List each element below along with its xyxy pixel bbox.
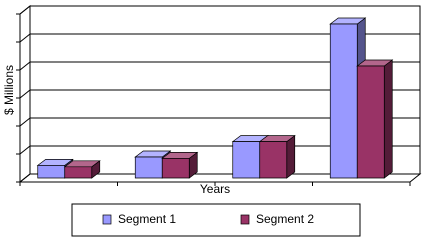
bar-face (134, 156, 163, 179)
bar-face (356, 65, 385, 179)
legend-swatch (102, 214, 112, 225)
bar (258, 134, 296, 179)
bar-face (259, 141, 288, 179)
bar-face (232, 141, 261, 179)
bar-face (383, 59, 393, 179)
bar-face (161, 158, 190, 179)
bar (161, 151, 199, 179)
y-axis-label: $ Millions (2, 65, 16, 115)
grid-line (19, 5, 420, 15)
grid-line (19, 33, 420, 43)
grid-line (19, 89, 420, 99)
legend-swatch (240, 214, 250, 225)
legend-label: Segment 2 (256, 212, 314, 226)
bar (356, 59, 394, 179)
bar-face (329, 23, 358, 179)
legend-box (71, 203, 361, 237)
bar-face (286, 134, 296, 179)
x-axis-label: Years (200, 182, 230, 196)
bar (63, 160, 101, 179)
grid-line (19, 117, 420, 127)
grid-line (19, 61, 420, 71)
bar-face (37, 165, 66, 179)
bar-face (64, 166, 93, 179)
legend-label: Segment 1 (118, 212, 176, 226)
